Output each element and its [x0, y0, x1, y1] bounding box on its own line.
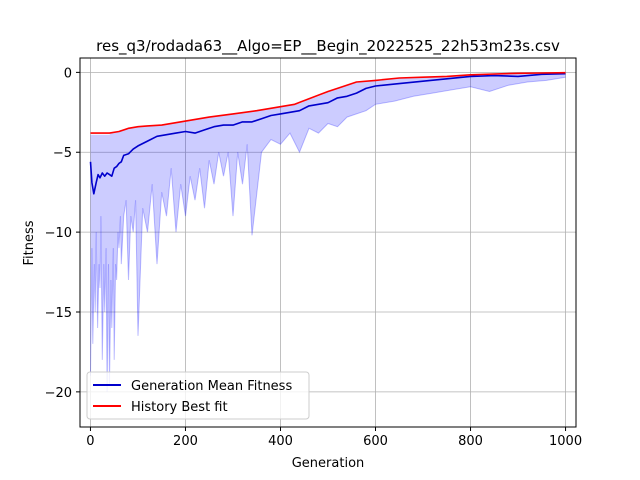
y-tick-label: −15: [45, 306, 72, 321]
x-axis-label: Generation: [292, 456, 365, 471]
plot-frame: [79, 57, 577, 428]
y-tick-label: −20: [45, 386, 72, 401]
y-axis-ticks: 0 −5 −10 −15 −20: [45, 66, 80, 401]
x-tick-label: 800: [458, 434, 483, 449]
best-fit-line: [90, 71, 566, 134]
mean-fitness-line: [89, 72, 566, 195]
legend-label-mean: Generation Mean Fitness: [131, 379, 292, 394]
x-tick-label: 1000: [549, 434, 582, 449]
y-tick-label: 0: [64, 66, 72, 81]
x-tick-label: 600: [363, 434, 388, 449]
min-max-band: [90, 72, 566, 392]
y-tick-label: −5: [53, 146, 72, 161]
chart-title: res_q3/rodada63__Algo=EP__Begin_2022525_…: [96, 37, 560, 56]
band-lower-edge: [90, 76, 566, 392]
x-axis-ticks: 0 200 400 600 800 1000: [86, 427, 582, 449]
series-layer: [89, 71, 566, 195]
band-layer: [90, 72, 566, 392]
x-tick-label: 400: [268, 434, 293, 449]
x-tick-label: 0: [86, 434, 94, 449]
x-tick-label: 200: [173, 434, 198, 449]
legend-label-best: History Best fit: [131, 400, 228, 415]
legend-box: [86, 371, 310, 420]
y-tick-label: −10: [45, 226, 72, 241]
y-axis-label: Fitness: [22, 220, 37, 265]
legend: Generation Mean Fitness History Best fit: [86, 371, 310, 420]
